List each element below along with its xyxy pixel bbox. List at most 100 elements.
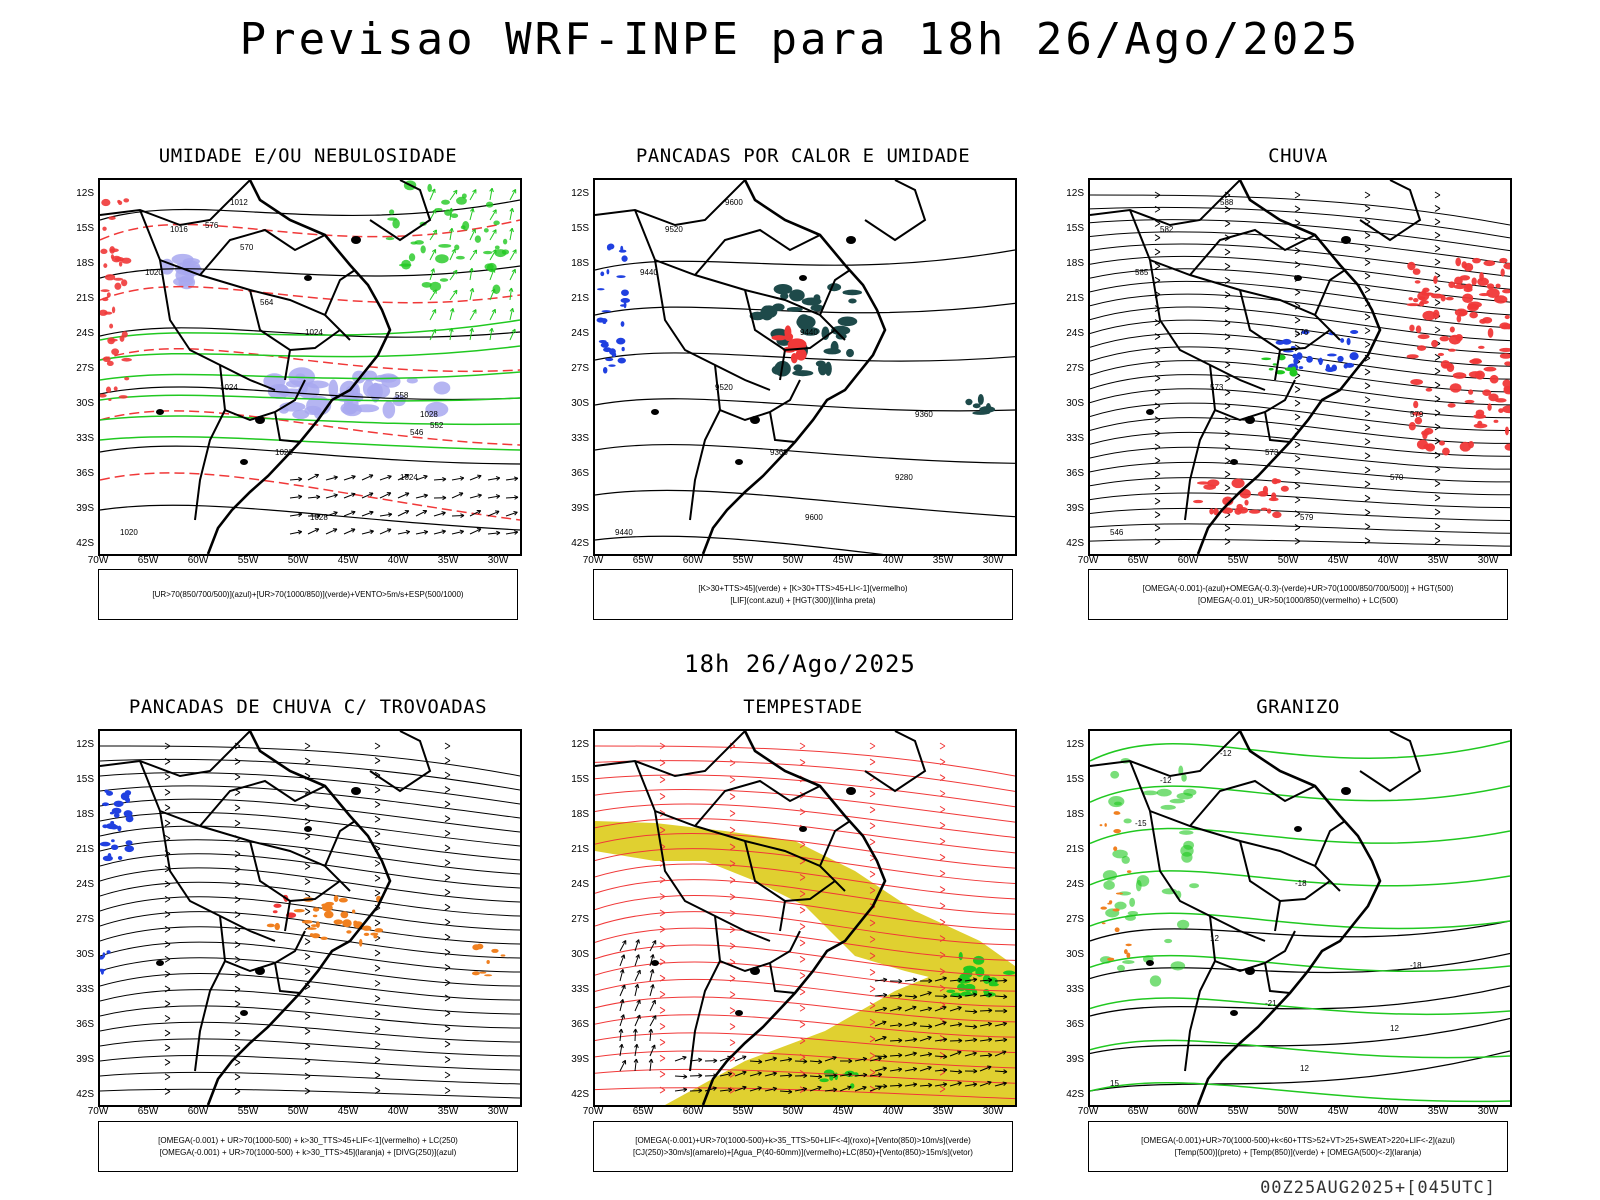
contour-label: 1020 xyxy=(120,528,138,537)
contour-label: 9360 xyxy=(770,448,788,457)
contour-label: -12 xyxy=(1160,776,1172,785)
longitude-label: 45W xyxy=(337,1106,359,1117)
longitude-label: 70W xyxy=(582,1106,604,1117)
longitude-label: 60W xyxy=(682,1106,704,1117)
legend-line: [OMEGA(-0.01)_UR>50(1000/850)(vermelho) … xyxy=(1197,595,1399,605)
longitude-label: 40W xyxy=(1377,555,1399,566)
latitude-label: 36S xyxy=(76,1019,94,1030)
latitude-label: 15S xyxy=(1066,774,1084,785)
latitude-label: 36S xyxy=(571,1019,589,1030)
latitude-label: 33S xyxy=(76,984,94,995)
longitude-label: 55W xyxy=(1227,1106,1249,1117)
contour-label: 12 xyxy=(1210,934,1219,943)
k-tts-orange xyxy=(266,895,384,947)
contour-label: 579 xyxy=(1300,513,1314,522)
longitude-label: 70W xyxy=(582,555,604,566)
latitude-label: 36S xyxy=(76,468,94,479)
contour-label: 12 xyxy=(1300,1064,1309,1073)
latitude-label: 27S xyxy=(571,363,589,374)
longitude-label: 55W xyxy=(237,1106,259,1117)
latitude-label: 12S xyxy=(76,739,94,750)
longitude-label: 35W xyxy=(932,555,954,566)
longitude-label: 40W xyxy=(387,1106,409,1117)
longitude-label: 35W xyxy=(1427,1106,1449,1117)
latitude-label: 42S xyxy=(571,538,589,549)
k-tts-orange xyxy=(471,943,506,977)
latitude-label: 39S xyxy=(76,1054,94,1065)
longitude-label: 60W xyxy=(187,1106,209,1117)
contour-label: 546 xyxy=(410,428,424,437)
latitude-label: 27S xyxy=(76,914,94,925)
latitude-label: 30S xyxy=(1066,949,1084,960)
latitude-label: 30S xyxy=(76,949,94,960)
panel-title: UMIDADE E/OU NEBULOSIDADE xyxy=(158,145,458,167)
longitude-label: 50W xyxy=(1277,1106,1299,1117)
longitude-label: 55W xyxy=(237,555,259,566)
panel-legend: [OMEGA(-0.001)+UR>70(1000-500)+k<60+TTS>… xyxy=(1088,1121,1508,1172)
panel-title: PANCADAS POR CALOR E UMIDADE xyxy=(635,145,971,167)
political-boundaries xyxy=(100,731,432,1105)
contour-label: -21 xyxy=(1265,999,1277,1008)
map-drawing: -12 -12 -15 -18 -18 -21 12 12 12 15 xyxy=(1090,731,1510,1105)
latitude-label: 21S xyxy=(571,293,589,304)
divg-blue xyxy=(100,950,111,975)
latitude-label: 30S xyxy=(571,398,589,409)
latitude-label: 18S xyxy=(1066,809,1084,820)
run-time-footer: 00Z25AUG2025+[045UTC] xyxy=(1260,1178,1496,1198)
latitude-label: 36S xyxy=(571,468,589,479)
omega-blue xyxy=(1275,330,1359,373)
contour-label: 1012 xyxy=(230,198,248,207)
longitude-label: 70W xyxy=(87,555,109,566)
latitude-label: 42S xyxy=(1066,1089,1084,1100)
latitude-label: 36S xyxy=(1066,1019,1084,1030)
lif-blue xyxy=(596,243,631,374)
omega-red xyxy=(1406,257,1510,456)
map-drawing: 9600 9520 9440 9440 9360 9360 9280 9600 9520 9440 xyxy=(595,180,1015,554)
latitude-label: 21S xyxy=(76,844,94,855)
longitude-label: 50W xyxy=(1277,555,1299,566)
political-boundaries xyxy=(595,731,927,1105)
contour-label: 582 xyxy=(1160,225,1174,234)
contour-label: 552 xyxy=(430,421,444,430)
longitude-label: 65W xyxy=(1127,1106,1149,1117)
political-boundaries xyxy=(100,180,432,554)
contour-label: 9520 xyxy=(715,383,733,392)
contour-label: 1028 xyxy=(420,410,438,419)
longitude-label: 70W xyxy=(1077,555,1099,566)
contour-label: 576 xyxy=(1295,328,1309,337)
latitude-label: 24S xyxy=(571,328,589,339)
temp850-contours xyxy=(1090,740,1510,1103)
latitude-label: 42S xyxy=(76,1089,94,1100)
panel-title: TEMPESTADE xyxy=(743,696,863,718)
longitude-label: 35W xyxy=(437,555,459,566)
moisture-lowlevel-green xyxy=(100,319,520,451)
latitude-label: 39S xyxy=(1066,1054,1084,1065)
latitude-label: 12S xyxy=(1066,188,1084,199)
longitude-label: 40W xyxy=(387,555,409,566)
latitude-label: 24S xyxy=(76,879,94,890)
latitude-label: 30S xyxy=(1066,398,1084,409)
panel-legend: [K>30+TTS>45](verde) + [K>30+TTS>45+LI<-… xyxy=(593,569,1013,620)
contour-label: 573 xyxy=(1265,448,1279,457)
wind-vectors xyxy=(429,187,517,341)
map-frame: -12 -12 -15 -18 -18 -21 12 12 12 15 xyxy=(1088,729,1512,1107)
contour-label: 558 xyxy=(395,391,409,400)
contour-label: 576 xyxy=(205,221,219,230)
contour-label: 9440 xyxy=(615,528,633,537)
longitude-label: 40W xyxy=(1377,1106,1399,1117)
longitude-label: 35W xyxy=(932,1106,954,1117)
contour-label: 570 xyxy=(1390,473,1404,482)
temp500-contours xyxy=(1090,920,1510,1092)
latitude-label: 12S xyxy=(571,739,589,750)
longitude-label: 55W xyxy=(1227,555,1249,566)
latitude-label: 27S xyxy=(1066,363,1084,374)
panel-legend: [OMEGA(-0.001)+UR>70(1000-500)+k>35_TTS>… xyxy=(593,1121,1013,1172)
longitude-label: 35W xyxy=(437,1106,459,1117)
contour-label: 9280 xyxy=(895,473,913,482)
longitude-label: 65W xyxy=(632,555,654,566)
latitude-label: 15S xyxy=(76,223,94,234)
latitude-label: 18S xyxy=(571,809,589,820)
map-frame: 9600 9520 9440 9440 9360 9360 9280 9600 9520 9440 xyxy=(593,178,1017,556)
latitude-label: 21S xyxy=(76,293,94,304)
latitude-label: 39S xyxy=(1066,503,1084,514)
